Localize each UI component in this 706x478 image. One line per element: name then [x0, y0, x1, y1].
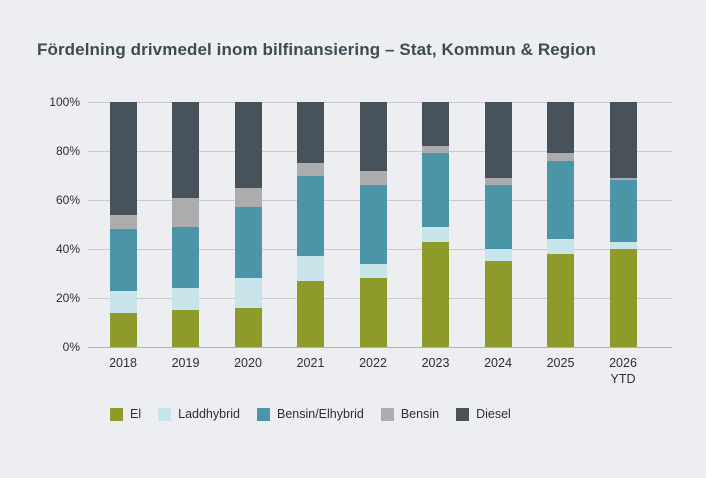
bar-segment-diesel-2024 [484, 102, 512, 178]
x-axis-label-2026: 2026 YTD [591, 355, 655, 387]
bar-segment-el-2020 [234, 307, 262, 347]
bar-segment-bensin-2025 [547, 153, 574, 161]
bar-2026 [609, 102, 637, 347]
bar-segment-diesel-2019 [172, 102, 199, 198]
x-axis-label-2023: 2023 [421, 356, 450, 370]
y-axis-tick-label-0: 0% [62, 340, 80, 354]
bar-segment-laddhybrid-2023 [422, 226, 449, 242]
bar-segment-el-2024 [484, 261, 512, 347]
bar-segment-el-2018 [109, 312, 137, 347]
bar-segment-bensin-2021 [297, 163, 324, 176]
bar-segment-bensin-elhybrid-2022 [359, 185, 387, 264]
bar-segment-bensin-2020 [234, 187, 262, 208]
bar-segment-bensin-elhybrid-2021 [297, 175, 324, 257]
bar-segment-diesel-2020 [234, 102, 262, 188]
bar-segment-bensin-elhybrid-2020 [234, 207, 262, 279]
x-axis-label-2022: 2022 [359, 356, 387, 370]
bar-segment-bensin-2019 [172, 197, 199, 227]
bar-segment-bensin-elhybrid-2024 [484, 185, 512, 249]
bar-segment-bensin-elhybrid-2026 [609, 180, 637, 242]
x-axis-label-2020: 2020 [234, 356, 262, 370]
bar-segment-laddhybrid-2022 [359, 263, 387, 279]
bar-segment-laddhybrid-2020 [234, 278, 262, 308]
legend-label-bensin-elhybrid: Bensin/Elhybrid [276, 407, 364, 421]
legend-label-bensin: Bensin [400, 407, 440, 421]
legend-item-bensin-elhybrid: Bensin/Elhybrid [256, 407, 364, 421]
bar-2024 [484, 102, 512, 347]
bar-segment-bensin-2022 [359, 170, 387, 186]
x-axis-label-2021: 2021 [296, 356, 325, 370]
bar-segment-laddhybrid-2021 [297, 256, 324, 281]
chart-title: Fördelning drivmedel inom bilfinansierin… [37, 40, 597, 59]
bar-segment-bensin-2018 [109, 214, 137, 230]
bar-segment-el-2023 [422, 241, 449, 347]
x-axis-line [88, 347, 672, 348]
bar-segment-laddhybrid-2025 [547, 239, 574, 254]
legend-swatch-bensin-elhybrid [256, 407, 270, 421]
bar-segment-bensin-elhybrid-2025 [547, 160, 574, 240]
x-axis-label-2018: 2018 [109, 356, 137, 370]
bar-segment-el-2025 [547, 253, 574, 347]
legend-label-diesel: Diesel [476, 407, 511, 421]
bar-segment-el-2019 [172, 310, 199, 347]
bar-2020 [234, 102, 262, 347]
bar-segment-diesel-2025 [547, 102, 574, 154]
legend: El Laddhybrid Bensin/Elhybrid Bensin Diesel [110, 407, 511, 421]
bar-segment-bensin-2024 [484, 177, 512, 186]
bar-segment-laddhybrid-2026 [609, 241, 637, 249]
legend-item-bensin: Bensin [380, 407, 440, 421]
bar-segment-laddhybrid-2019 [172, 288, 199, 311]
bar-segment-bensin-2026 [609, 177, 637, 181]
bar-2023 [422, 102, 449, 347]
bar-segment-laddhybrid-2024 [484, 248, 512, 262]
legend-swatch-el [110, 407, 123, 421]
legend-item-diesel: Diesel [456, 407, 511, 421]
x-axis-sublabel-2026: YTD [610, 372, 636, 386]
bar-segment-bensin-elhybrid-2019 [172, 226, 199, 289]
bar-segment-diesel-2023 [422, 102, 449, 147]
legend-item-el: El [110, 407, 141, 421]
bar-segment-bensin-elhybrid-2018 [109, 229, 137, 291]
legend-swatch-laddhybrid [158, 407, 172, 421]
y-axis-tick-label-100: 100% [49, 95, 80, 109]
y-axis-tick-label-60: 60% [55, 193, 80, 207]
legend-label-el: El [130, 407, 142, 421]
bar-segment-diesel-2021 [297, 102, 324, 164]
y-axis-tick-label-20: 20% [55, 291, 80, 305]
bar-segment-el-2022 [359, 278, 387, 347]
bar-segment-laddhybrid-2018 [109, 290, 137, 313]
bar-2025 [547, 102, 574, 347]
x-axis-label-2024: 2024 [484, 356, 512, 370]
bar-2018 [109, 102, 137, 347]
bar-segment-diesel-2026 [609, 102, 637, 178]
y-axis-tick-label-40: 40% [55, 242, 80, 256]
legend-label-laddhybrid: Laddhybrid [178, 407, 240, 421]
legend-swatch-bensin [380, 407, 394, 421]
bar-segment-bensin-elhybrid-2023 [422, 153, 449, 227]
bar-segment-diesel-2022 [359, 102, 387, 171]
bar-segment-el-2026 [609, 248, 637, 347]
bar-segment-diesel-2018 [109, 102, 137, 215]
bar-2021 [297, 102, 324, 347]
bar-segment-el-2021 [297, 280, 324, 347]
bar-2022 [359, 102, 387, 347]
y-axis-tick-label-80: 80% [55, 144, 80, 158]
x-axis-label-2025: 2025 [546, 356, 575, 370]
legend-item-laddhybrid: Laddhybrid [158, 407, 240, 421]
legend-swatch-diesel [456, 407, 470, 421]
bar-2019 [172, 102, 199, 347]
bar-segment-bensin-2023 [422, 146, 449, 154]
plot-area: 0% 20% 40% 60% 80% 100% 2018 2019 2020 2021 2022 20… [49, 95, 672, 386]
x-axis-label-2019: 2019 [171, 356, 200, 370]
